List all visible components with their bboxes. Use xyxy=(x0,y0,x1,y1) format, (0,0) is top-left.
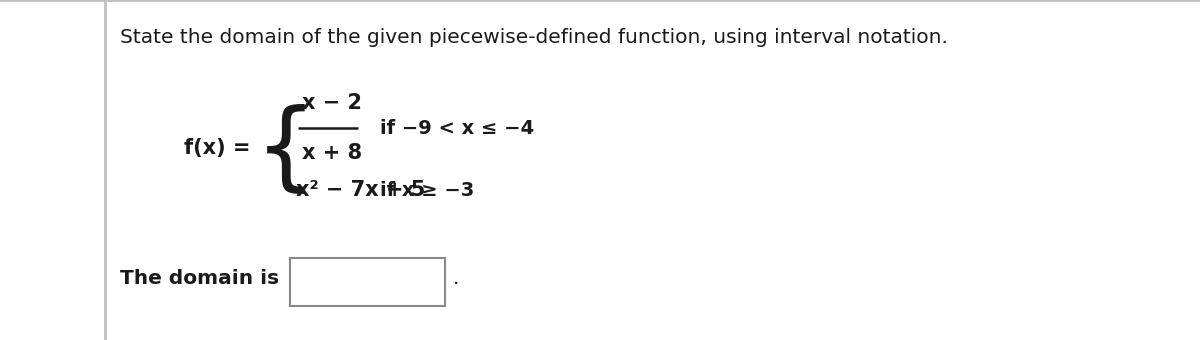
Text: {: { xyxy=(256,103,317,197)
Text: .: . xyxy=(454,269,460,288)
Text: The domain is: The domain is xyxy=(120,269,280,288)
Text: x² − 7x + 5: x² − 7x + 5 xyxy=(296,180,425,200)
Text: if x ≥ −3: if x ≥ −3 xyxy=(380,181,474,200)
Bar xyxy=(290,258,445,306)
Text: f(x) =: f(x) = xyxy=(184,138,250,158)
Text: x + 8: x + 8 xyxy=(302,143,362,163)
Text: if −9 < x ≤ −4: if −9 < x ≤ −4 xyxy=(380,119,534,137)
Text: x − 2: x − 2 xyxy=(302,93,362,113)
Text: State the domain of the given piecewise-defined function, using interval notatio: State the domain of the given piecewise-… xyxy=(120,28,948,47)
